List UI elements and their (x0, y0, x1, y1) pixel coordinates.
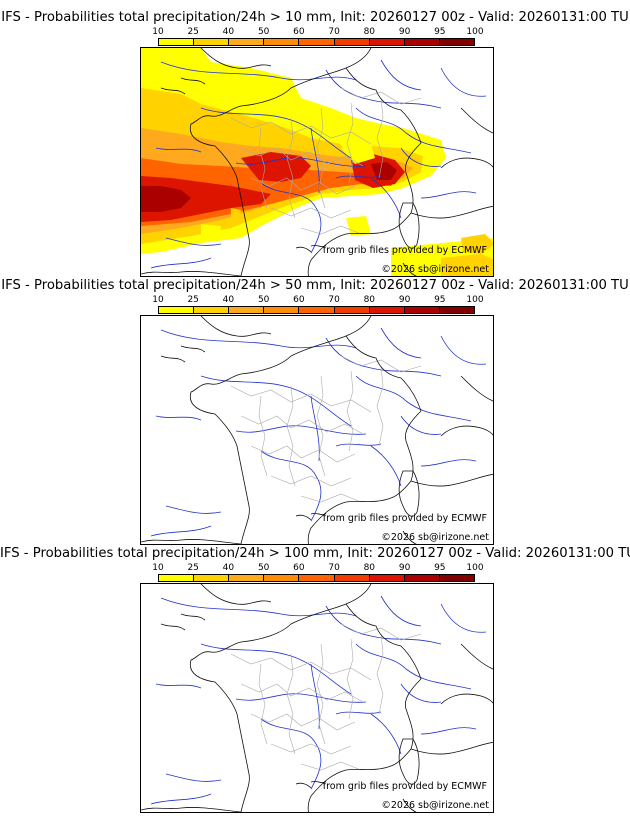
legend-swatch (369, 39, 405, 45)
legend-colorbar (158, 574, 475, 582)
legend-swatch (229, 575, 265, 581)
legend-label: 80 (363, 563, 376, 573)
copyright-credit: ©2026 sb@irizone.net (381, 800, 489, 811)
legend-label: 50 (257, 27, 270, 37)
legend-swatch (229, 307, 265, 313)
color-legend: 10 25 40 50 60 70 80 90 95 100 (152, 27, 484, 47)
precipitation-map (141, 584, 493, 812)
legend-swatch (194, 307, 230, 313)
legend-label: 100 (466, 563, 484, 573)
legend-label: 95 (434, 563, 446, 573)
map-panel-100mm: IFS - Probabilities total precipitation/… (0, 546, 630, 814)
data-source-credit: from grib files provided by ECMWF (322, 781, 487, 792)
legend-label: 70 (328, 295, 340, 305)
legend-colorbar (158, 38, 475, 46)
panel-title: IFS - Probabilities total precipitation/… (1, 278, 629, 293)
legend-colorbar (158, 306, 475, 314)
map-area: from grib files provided by ECMWF ©2026 … (140, 315, 494, 545)
legend-label: 90 (398, 563, 411, 573)
legend-label: 60 (293, 563, 305, 573)
legend-label: 90 (398, 27, 411, 37)
copyright-credit: ©2026 sb@irizone.net (381, 532, 489, 543)
legend-swatch (159, 575, 195, 581)
data-source-credit: from grib files provided by ECMWF (322, 513, 487, 524)
legend-swatch (334, 307, 370, 313)
legend-swatch (299, 307, 335, 313)
legend-label: 90 (398, 295, 411, 305)
legend-swatch (299, 39, 335, 45)
legend-swatch (264, 39, 300, 45)
legend-label: 95 (434, 27, 446, 37)
legend-label: 10 (152, 295, 164, 305)
legend-swatch (334, 575, 370, 581)
map-panel-10mm: IFS - Probabilities total precipitation/… (0, 10, 630, 278)
legend-label: 40 (222, 563, 235, 573)
legend-label: 100 (466, 295, 484, 305)
legend-label: 25 (187, 27, 199, 37)
panel-title: IFS - Probabilities total precipitation/… (1, 10, 629, 25)
map-area: from grib files provided by ECMWF ©2026 … (140, 583, 494, 813)
legend-swatch (369, 307, 405, 313)
legend-label: 10 (152, 27, 164, 37)
legend-swatch (194, 39, 230, 45)
legend-label: 40 (222, 27, 235, 37)
legend-swatch (404, 39, 440, 45)
legend-swatch (159, 39, 195, 45)
legend-label: 95 (434, 295, 446, 305)
copyright-credit: ©2026 sb@irizone.net (381, 264, 489, 275)
legend-swatch (299, 575, 335, 581)
color-legend: 10 25 40 50 60 70 80 90 95 100 (152, 295, 484, 315)
legend-label: 80 (363, 295, 376, 305)
legend-label: 70 (328, 563, 340, 573)
precipitation-map (141, 48, 493, 276)
legend-swatch (264, 575, 300, 581)
legend-label: 40 (222, 295, 235, 305)
legend-swatch (369, 575, 405, 581)
legend-swatch (404, 307, 440, 313)
legend-swatch (439, 575, 474, 581)
precipitation-map (141, 316, 493, 544)
legend-swatch (159, 307, 195, 313)
data-source-credit: from grib files provided by ECMWF (322, 245, 487, 256)
legend-swatch (439, 39, 474, 45)
map-area: from grib files provided by ECMWF ©2026 … (140, 47, 494, 277)
legend-label: 60 (293, 295, 305, 305)
color-legend: 10 25 40 50 60 70 80 90 95 100 (152, 563, 484, 583)
legend-label: 70 (328, 27, 340, 37)
legend-label: 100 (466, 27, 484, 37)
legend-label: 50 (257, 563, 270, 573)
legend-label: 50 (257, 295, 270, 305)
legend-swatch (334, 39, 370, 45)
legend-label: 25 (187, 295, 199, 305)
legend-swatch (404, 575, 440, 581)
legend-label: 80 (363, 27, 376, 37)
legend-swatch (439, 307, 474, 313)
map-panel-50mm: IFS - Probabilities total precipitation/… (0, 278, 630, 546)
panel-title: IFS - Probabilities total precipitation/… (0, 546, 630, 561)
legend-label: 60 (293, 27, 305, 37)
legend-swatch (264, 307, 300, 313)
legend-swatch (229, 39, 265, 45)
legend-swatch (194, 575, 230, 581)
legend-label: 10 (152, 563, 164, 573)
legend-label: 25 (187, 563, 199, 573)
